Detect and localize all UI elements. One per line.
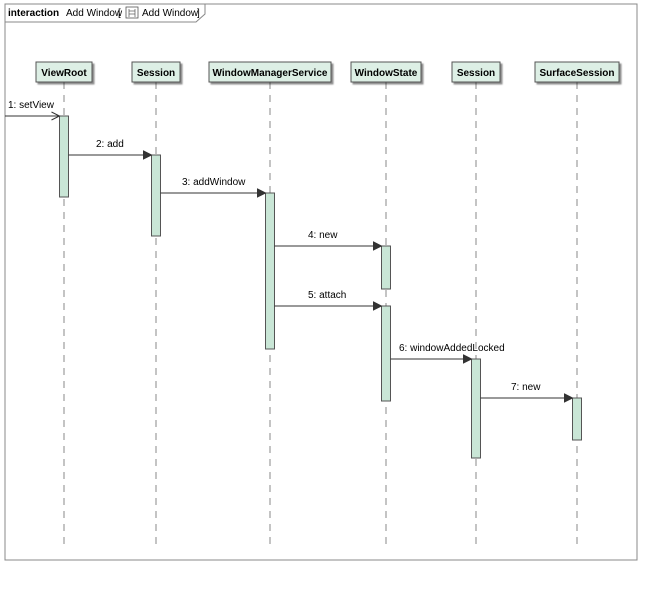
message-6: 6: windowAddedLocked: [390, 343, 505, 364]
message-3: 3: addWindow: [160, 177, 267, 198]
activation-bar: [471, 358, 481, 459]
lifeline-name: WindowState: [355, 68, 418, 79]
message-label: 4: new: [308, 230, 338, 241]
message-arrowhead: [373, 241, 383, 251]
lifeline-name: WindowManagerService: [213, 68, 328, 79]
lifeline-6: SurfaceSession: [534, 61, 620, 545]
lifeline-2: Session: [131, 61, 181, 545]
activation-bar: [572, 397, 582, 441]
message-label: 5: attach: [308, 290, 346, 301]
lifeline-4: WindowState: [350, 61, 422, 545]
message-arrowhead: [463, 354, 473, 364]
lifeline-head-box[interactable]: [534, 61, 620, 83]
lifeline-head-box[interactable]: [208, 61, 332, 83]
message-1: 1: setView: [5, 100, 61, 121]
frame-ref-name: Add Window: [142, 8, 199, 19]
lifeline-head-box[interactable]: [451, 61, 501, 83]
lifeline-head-box[interactable]: [131, 61, 181, 83]
message-arrowhead: [143, 150, 153, 160]
lifeline-name: Session: [457, 68, 495, 79]
activations: [59, 115, 582, 459]
message-label: 1: setView: [8, 100, 55, 111]
message-2: 2: add: [68, 139, 153, 160]
lifeline-head-box[interactable]: [35, 61, 93, 83]
message-arrowhead: [373, 301, 383, 311]
lifelines: ViewRoot Session WindowManagerService Windo…: [35, 61, 620, 545]
message-7: 7: new: [480, 382, 574, 403]
lifeline-name: ViewRoot: [41, 68, 87, 79]
message-label: 7: new: [511, 382, 541, 393]
message-arrowhead: [564, 393, 574, 403]
frame-keyword: interaction: [8, 8, 59, 19]
lifeline-name: SurfaceSession: [539, 68, 614, 79]
activation-bar: [381, 305, 391, 402]
messages: 1: setView 2: add 3: addWindow 4: new 5: att…: [5, 100, 574, 403]
activation-bar: [381, 245, 391, 290]
frame-bracket-open: [: [118, 8, 121, 19]
activation-bar: [265, 192, 275, 350]
frame-bracket-close: ]: [197, 8, 200, 19]
interaction-frame: [4, 3, 638, 561]
message-arrowhead: [257, 188, 267, 198]
message-label: 6: windowAddedLocked: [399, 343, 505, 354]
message-label: 2: add: [96, 139, 124, 150]
lifeline-head-box[interactable]: [350, 61, 422, 83]
activation-bar: [59, 115, 69, 198]
frame-title: Add Window: [66, 8, 123, 19]
message-label: 3: addWindow: [182, 177, 246, 188]
lifeline-1: ViewRoot: [35, 61, 93, 545]
lifeline-5: Session: [451, 61, 501, 545]
activation-bar: [151, 154, 161, 237]
message-5: 5: attach: [274, 290, 383, 311]
frame-name-tab: [4, 3, 206, 23]
interaction-diagram-icon: [125, 6, 139, 19]
lifeline-name: Session: [137, 68, 175, 79]
message-arrowhead: [51, 111, 61, 121]
lifeline-3: WindowManagerService: [208, 61, 332, 545]
message-4: 4: new: [274, 230, 383, 251]
